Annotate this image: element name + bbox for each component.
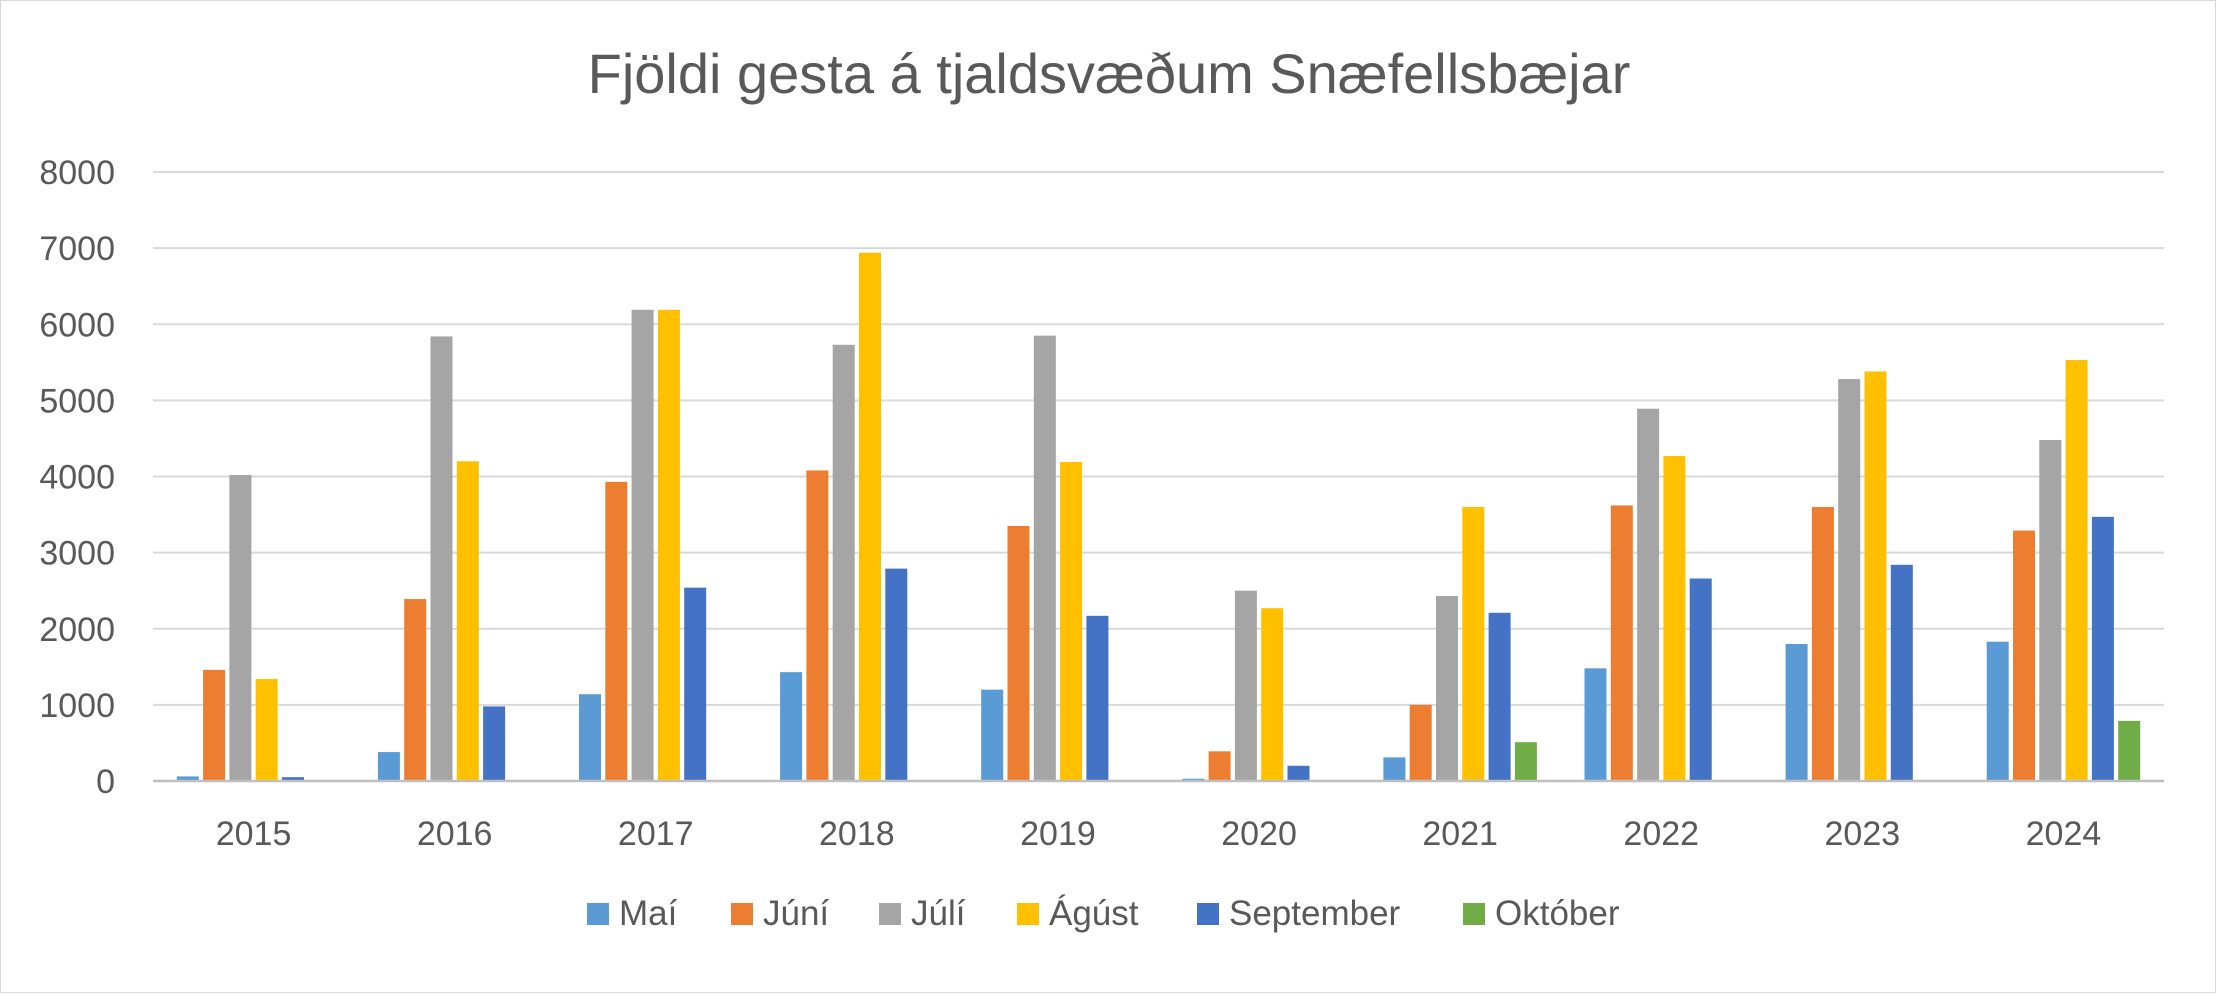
bar-2019-september <box>1086 615 1109 781</box>
legend-label: Júní <box>763 894 829 933</box>
bar-2022-ágúst <box>1663 455 1686 781</box>
bar-2024-ágúst <box>2065 360 2088 781</box>
bar-2016-september <box>483 706 506 781</box>
bar-2022-september <box>1689 578 1712 781</box>
bar-2024-júlí <box>2039 439 2062 781</box>
bar-2018-júní <box>806 470 829 781</box>
axes: 0 1000 2000 3000 4000 5000 6000 7000 8000 2015 201… <box>39 154 2164 853</box>
x-tick-label: 2024 <box>2026 815 2102 853</box>
bars <box>176 252 2141 781</box>
bar-2021-júlí <box>1436 596 1458 781</box>
legend-swatch-ágúst <box>1017 903 1039 925</box>
legend-swatch-maí <box>587 903 609 925</box>
bar-2024-júní <box>2013 530 2035 781</box>
bar-2021-október <box>1514 742 1537 781</box>
bar-2021-júní <box>1409 704 1432 781</box>
y-tick-label: 5000 <box>39 382 115 420</box>
bar-2022-júlí <box>1637 408 1660 781</box>
bar-2015-júlí <box>229 474 252 781</box>
x-tick-label: 2020 <box>1221 815 1297 853</box>
y-tick-label: 6000 <box>39 306 115 344</box>
legend-label: Maí <box>619 894 678 933</box>
bar-2024-september <box>2091 516 2114 781</box>
x-tick-label: 2015 <box>216 815 292 853</box>
legend-swatch-júlí <box>879 903 901 925</box>
bar-2021-september <box>1488 612 1511 781</box>
legend-swatch-september <box>1197 903 1219 925</box>
bar-2023-september <box>1890 564 1913 781</box>
bar-2017-júní <box>605 481 628 781</box>
bar-2023-ágúst <box>1864 371 1887 781</box>
y-tick-label: 4000 <box>39 459 115 497</box>
x-tick-label: 2019 <box>1020 815 1096 853</box>
legend-label: Júlí <box>911 894 966 933</box>
bar-2022-júní <box>1610 505 1633 781</box>
bar-2020-september <box>1287 765 1310 781</box>
legend-swatch-júní <box>731 903 753 925</box>
x-tick-label: 2017 <box>618 815 694 853</box>
y-tick-label: 1000 <box>39 687 115 725</box>
bar-2016-maí <box>377 752 400 781</box>
bar-2016-ágúst <box>456 461 479 781</box>
bar-2023-júlí <box>1838 379 1861 781</box>
bar-2024-maí <box>1986 641 2009 781</box>
y-tick-label: 0 <box>96 763 115 801</box>
legend-swatch-október <box>1463 903 1485 925</box>
bar-2018-maí <box>780 672 803 781</box>
x-tick-label: 2021 <box>1422 815 1498 853</box>
bar-2021-maí <box>1383 757 1406 781</box>
legend-label: Ágúst <box>1049 894 1139 933</box>
x-tick-label: 2018 <box>819 815 895 853</box>
legend: Maí Júní Júlí Ágúst September Október <box>587 894 1620 933</box>
legend-label: September <box>1229 894 1401 933</box>
x-tick-label: 2022 <box>1623 815 1699 853</box>
bar-2017-júlí <box>631 309 654 781</box>
bar-2020-ágúst <box>1261 608 1284 781</box>
y-tick-label: 3000 <box>39 535 115 573</box>
bar-2015-júní <box>203 669 226 781</box>
bar-2016-júní <box>404 599 427 781</box>
gridlines <box>153 171 2164 706</box>
bar-2019-ágúst <box>1060 462 1083 781</box>
bar-2015-september <box>282 777 304 781</box>
bar-2017-maí <box>579 694 601 781</box>
y-tick-label: 7000 <box>39 230 115 268</box>
legend-label: Október <box>1495 894 1620 933</box>
bar-2018-september <box>885 568 908 781</box>
bar-2023-júní <box>1811 506 1834 781</box>
bar-2019-maí <box>981 689 1004 781</box>
bar-2018-ágúst <box>859 252 881 781</box>
bar-2020-júlí <box>1234 590 1257 781</box>
y-tick-label: 8000 <box>39 154 115 192</box>
chart-title: Fjöldi gesta á tjaldsvæðum Snæfellsbæjar <box>588 42 1631 105</box>
bar-2017-september <box>684 587 707 781</box>
x-tick-label: 2016 <box>417 815 493 853</box>
bar-2015-maí <box>176 776 199 781</box>
bar-2016-júlí <box>430 336 453 781</box>
bar-2023-maí <box>1785 643 1808 781</box>
bar-2020-júní <box>1208 751 1231 781</box>
bar-2024-október <box>2118 720 2141 781</box>
bar-2019-júní <box>1007 525 1030 781</box>
bar-2017-ágúst <box>657 309 680 781</box>
bar-2022-maí <box>1584 668 1607 781</box>
bar-2021-ágúst <box>1462 506 1485 781</box>
bar-2015-ágúst <box>255 678 278 781</box>
x-tick-label: 2023 <box>1825 815 1901 853</box>
bar-2019-júlí <box>1033 335 1056 781</box>
y-tick-label: 2000 <box>39 611 115 649</box>
bar-2018-júlí <box>832 344 855 781</box>
